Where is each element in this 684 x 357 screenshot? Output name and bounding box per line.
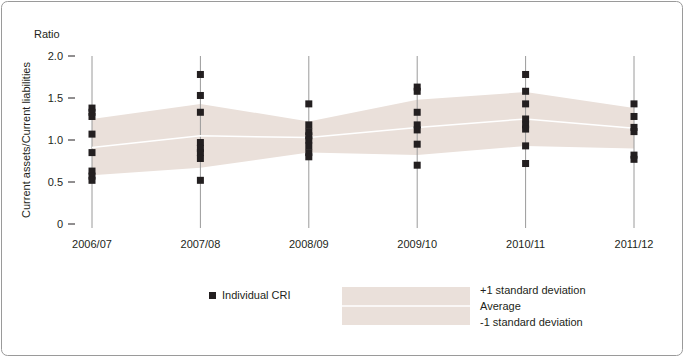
grid-line xyxy=(634,56,635,228)
std-band xyxy=(92,92,634,175)
legend-band xyxy=(342,287,470,325)
cri-point xyxy=(631,156,638,163)
cri-point xyxy=(414,126,421,133)
plot-area xyxy=(92,92,634,175)
y-tick xyxy=(68,224,75,225)
cri-point xyxy=(522,126,529,133)
y-tick xyxy=(68,56,75,57)
plot-marks xyxy=(89,71,638,184)
x-tick-label: 2011/12 xyxy=(615,238,654,250)
x-tick-label: 2010/11 xyxy=(506,238,545,250)
x-tick-label: 2008/09 xyxy=(289,238,329,250)
cri-point xyxy=(197,92,204,99)
legend-label: Average xyxy=(480,300,521,312)
y-tick-label: 1.5 xyxy=(48,92,63,104)
legend-label: +1 standard deviation xyxy=(480,284,586,296)
cri-point xyxy=(631,100,638,107)
chart: Ratio Current assets/Current liabilities 0… xyxy=(0,0,684,357)
cri-point xyxy=(197,109,204,116)
cri-point xyxy=(522,160,529,167)
cri-point xyxy=(305,142,312,149)
legend-line xyxy=(342,305,470,307)
cri-point xyxy=(89,113,96,120)
x-tick-label: 2006/07 xyxy=(72,238,112,250)
legend-marker xyxy=(209,292,216,299)
average-line xyxy=(92,119,634,148)
y-tick-label: 0.5 xyxy=(48,176,63,188)
cri-point xyxy=(522,142,529,149)
frame xyxy=(2,2,683,356)
y-tick xyxy=(68,140,75,141)
grid-line xyxy=(525,56,526,228)
cri-point xyxy=(197,71,204,78)
y-tick-label: 2.0 xyxy=(48,50,63,62)
cri-point xyxy=(414,162,421,169)
x-tick-label: 2009/10 xyxy=(397,238,437,250)
cri-point xyxy=(89,177,96,184)
cri-point xyxy=(89,149,96,156)
cri-point xyxy=(631,113,638,120)
cri-point xyxy=(522,88,529,95)
legend-label: Individual CRI xyxy=(222,289,290,301)
cri-point xyxy=(197,155,204,162)
cri-point xyxy=(305,153,312,160)
cri-point xyxy=(522,71,529,78)
y-axis-label: Current assets/Current liabilities xyxy=(20,62,32,218)
x-tick-label: 2007/08 xyxy=(181,238,221,250)
cri-point xyxy=(522,100,529,107)
y-tick xyxy=(68,182,75,183)
cri-point xyxy=(414,141,421,148)
cri-point xyxy=(197,177,204,184)
y-tick xyxy=(68,98,75,99)
title: Ratio xyxy=(34,28,60,40)
cri-point xyxy=(631,128,638,135)
cri-point xyxy=(414,88,421,95)
cri-point xyxy=(305,100,312,107)
cri-point xyxy=(414,109,421,116)
grid-line xyxy=(92,56,93,228)
cri-point xyxy=(305,121,312,128)
y-tick-label: 0 xyxy=(57,218,63,230)
cri-point xyxy=(89,131,96,138)
legend-label: -1 standard deviation xyxy=(480,316,583,328)
y-tick-label: 1.0 xyxy=(48,134,63,146)
